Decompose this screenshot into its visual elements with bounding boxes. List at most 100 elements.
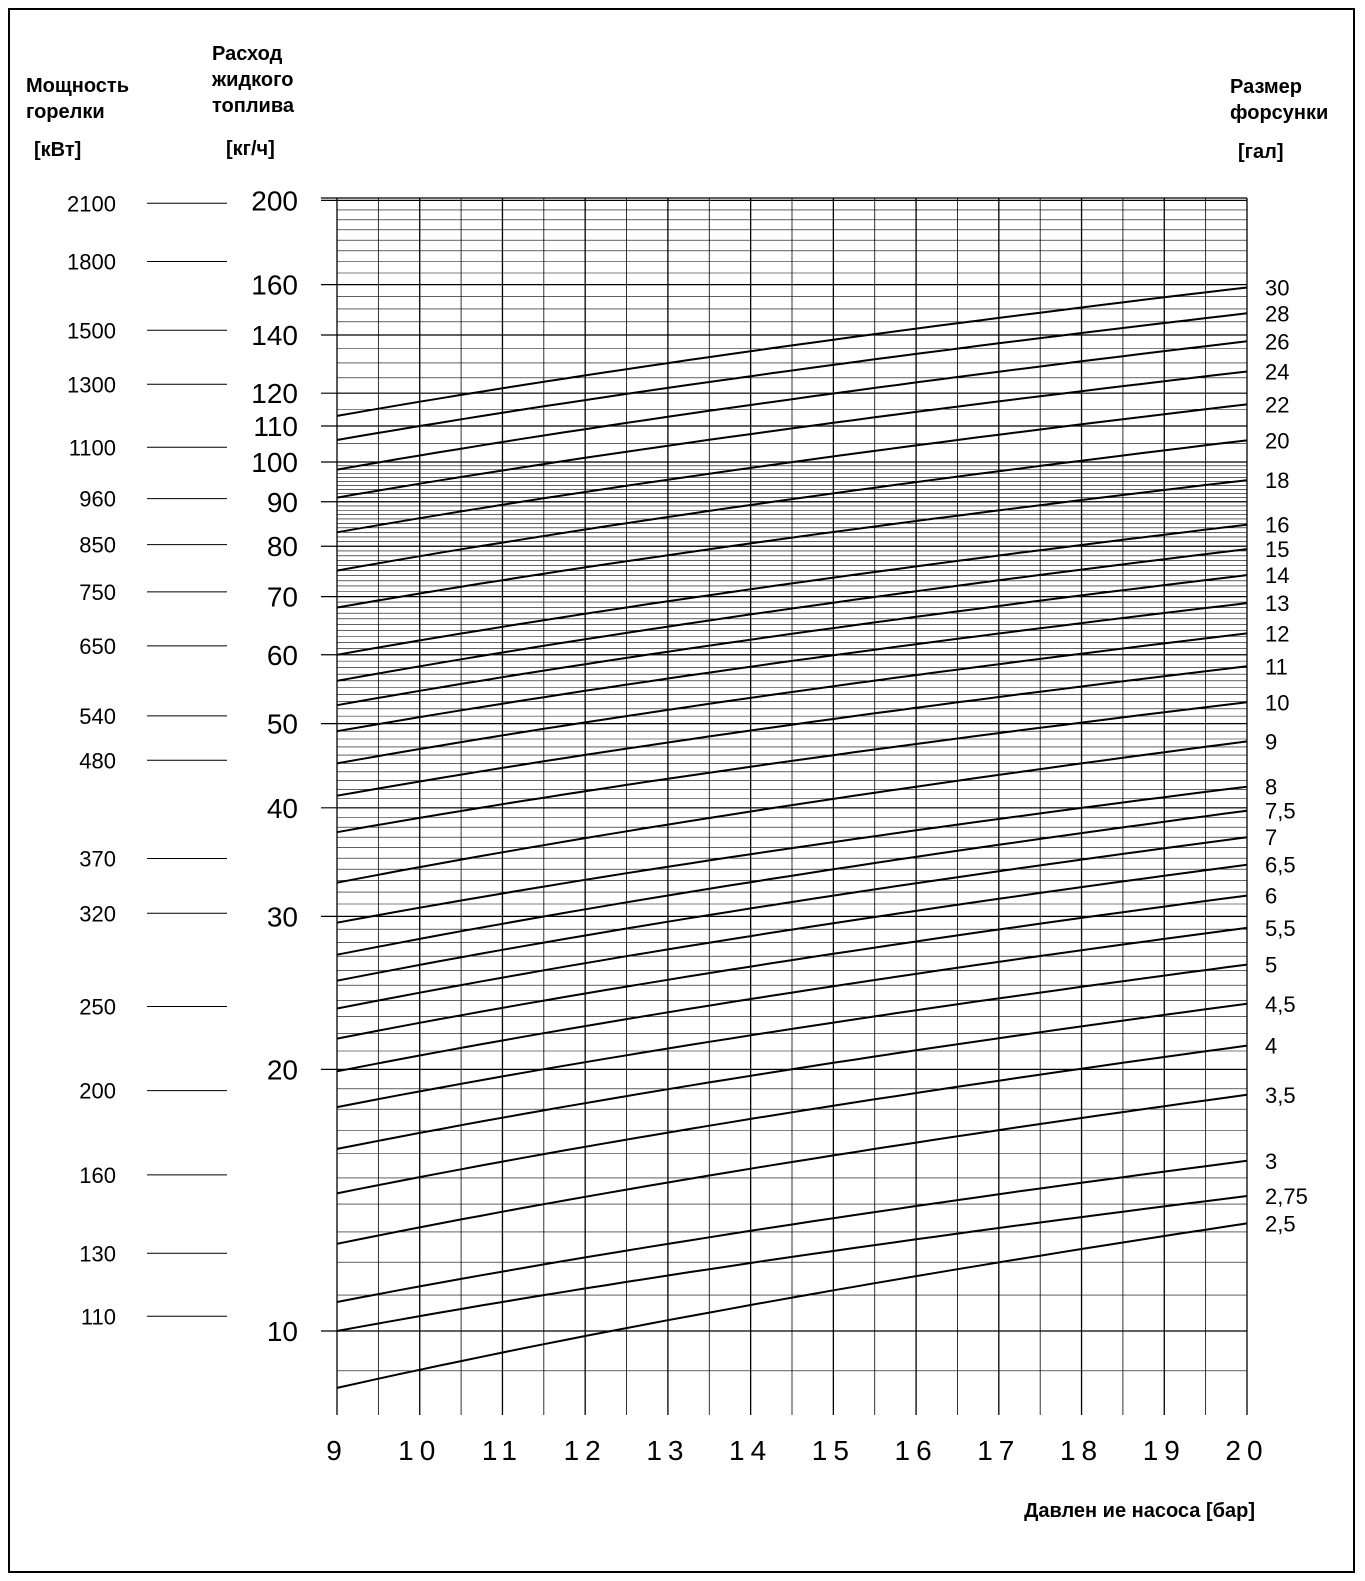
nozzle-curve (336, 809, 1248, 956)
right-axis-title-line-2: форсунки (1230, 102, 1328, 124)
nozzle-curve (336, 740, 1248, 884)
nozzle-size-label: 4,5 (1265, 992, 1296, 1017)
y-tick-label: 10 (267, 1316, 298, 1347)
nozzle-size-label: 26 (1265, 329, 1289, 354)
x-tick-label: 10 (398, 1435, 441, 1466)
left-axis-title-line-1: Мощность (26, 75, 129, 97)
power-tick-label: 110 (81, 1304, 116, 1329)
y-tick-label: 40 (267, 793, 298, 824)
x-tick-label: 13 (646, 1435, 689, 1466)
nozzle-curve (336, 926, 1248, 1073)
nozzle-size-label: 12 (1265, 621, 1289, 646)
y-tick-label: 200 (251, 185, 298, 216)
nozzle-size-label: 22 (1265, 392, 1289, 417)
nozzle-size-label: 5,5 (1265, 916, 1296, 941)
power-tick-label: 2100 (67, 191, 116, 216)
y-tick-label: 120 (251, 378, 298, 409)
right-axis-header: Размер форсунки [гал] (1230, 76, 1328, 163)
nozzle-curve (336, 312, 1248, 441)
y-tick-label: 90 (267, 487, 298, 518)
power-tick-label: 250 (79, 994, 116, 1019)
x-tick-label: 14 (729, 1435, 772, 1466)
y-tick-label: 30 (267, 901, 298, 932)
power-tick-label: 750 (79, 580, 116, 605)
power-tick-label: 960 (79, 487, 116, 512)
nozzle-curve (336, 370, 1248, 499)
nozzle-curve (336, 403, 1248, 534)
power-tick-label: 650 (79, 634, 116, 659)
nozzle-size-label: 4 (1265, 1034, 1277, 1059)
center-axis-title-line-1: Расход (212, 43, 283, 65)
nozzle-size-label: 18 (1265, 468, 1289, 493)
nozzle-size-label: 16 (1265, 513, 1289, 538)
nozzle-size-label: 6,5 (1265, 853, 1296, 878)
nozzle-curve (336, 785, 1248, 924)
nozzle-size-label: 20 (1265, 428, 1289, 453)
nozzle-size-label: 8 (1265, 775, 1277, 800)
nozzle-size-label: 10 (1265, 690, 1289, 715)
x-tick-label: 11 (482, 1435, 523, 1466)
nozzle-curve (336, 574, 1248, 707)
x-axis-label: Давлен ие насоса [бар] (1024, 1500, 1255, 1522)
nozzle-curve (336, 863, 1248, 1010)
power-tick-label: 1500 (67, 318, 116, 343)
y-tick-label: 60 (267, 640, 298, 671)
power-tick-label: 1300 (67, 372, 116, 397)
nozzle-size-label: 28 (1265, 301, 1289, 326)
y-tick-label: 50 (267, 709, 298, 740)
nozzle-curve (336, 1159, 1248, 1303)
x-axis: 9 10 11 12 13 14 15 16 17 18 19 20 (326, 1435, 1268, 1466)
nozzle-curve (336, 439, 1248, 572)
nozzle-size-label: 6 (1265, 884, 1277, 909)
x-tick-label: 17 (977, 1435, 1020, 1466)
y-tick-label: 140 (251, 320, 298, 351)
y-tick-label: 160 (251, 270, 298, 301)
power-scale: 2100 1800 1500 1300 1100 960 850 750 650 540 480 37… (67, 191, 227, 1329)
x-tick-label: 12 (564, 1435, 607, 1466)
nozzle-size-label: 2,5 (1265, 1211, 1296, 1236)
left-axis-header: Мощность горелки [кВт] (26, 75, 129, 161)
nozzle-size-label: 13 (1265, 591, 1289, 616)
nozzle-size-label: 24 (1265, 359, 1289, 384)
x-tick-label: 15 (812, 1435, 855, 1466)
nozzle-curve (336, 665, 1248, 797)
y-tick-label: 20 (267, 1054, 298, 1085)
nozzle-size-label: 9 (1265, 729, 1277, 754)
x-tick-label: 18 (1060, 1435, 1103, 1466)
nozzle-size-label: 11 (1265, 654, 1288, 679)
nozzle-curve (336, 523, 1248, 656)
nozzle-curve (336, 1093, 1248, 1245)
nozzle-size-label: 7 (1265, 825, 1277, 850)
nozzle-curve (336, 340, 1248, 471)
nozzle-curve (336, 286, 1248, 417)
grid (321, 197, 1248, 1415)
right-axis-unit: [гал] (1238, 141, 1283, 163)
nozzle-curve (336, 894, 1248, 1040)
center-axis-title-line-2: жидкого (211, 69, 293, 91)
nozzle-size-label: 15 (1265, 537, 1289, 562)
power-tick-label: 130 (79, 1241, 116, 1266)
power-tick-label: 320 (79, 901, 116, 926)
center-axis-unit: [кг/ч] (226, 138, 275, 160)
nozzle-curves (336, 286, 1248, 1389)
x-tick-label: 20 (1225, 1435, 1268, 1466)
power-tick-label: 200 (79, 1079, 116, 1104)
y-tick-label: 80 (267, 531, 298, 562)
left-axis-unit: [кВт] (34, 139, 81, 161)
center-axis-title-line-3: топлива (212, 95, 295, 117)
y-tick-label: 110 (253, 411, 298, 442)
y-tick-label: 70 (267, 582, 298, 613)
x-tick-label: 16 (895, 1435, 938, 1466)
x-tick-label: 19 (1143, 1435, 1186, 1466)
nozzle-size-label: 7,5 (1265, 799, 1296, 824)
power-tick-label: 370 (79, 847, 116, 872)
nozzle-size-label: 30 (1265, 275, 1289, 300)
power-tick-label: 1100 (69, 435, 116, 460)
nozzle-curve (336, 479, 1248, 609)
nozzle-curve (336, 1044, 1248, 1195)
power-tick-label: 160 (79, 1163, 116, 1188)
x-tick-label: 9 (326, 1435, 348, 1466)
left-axis-title-line-2: горелки (26, 101, 105, 123)
